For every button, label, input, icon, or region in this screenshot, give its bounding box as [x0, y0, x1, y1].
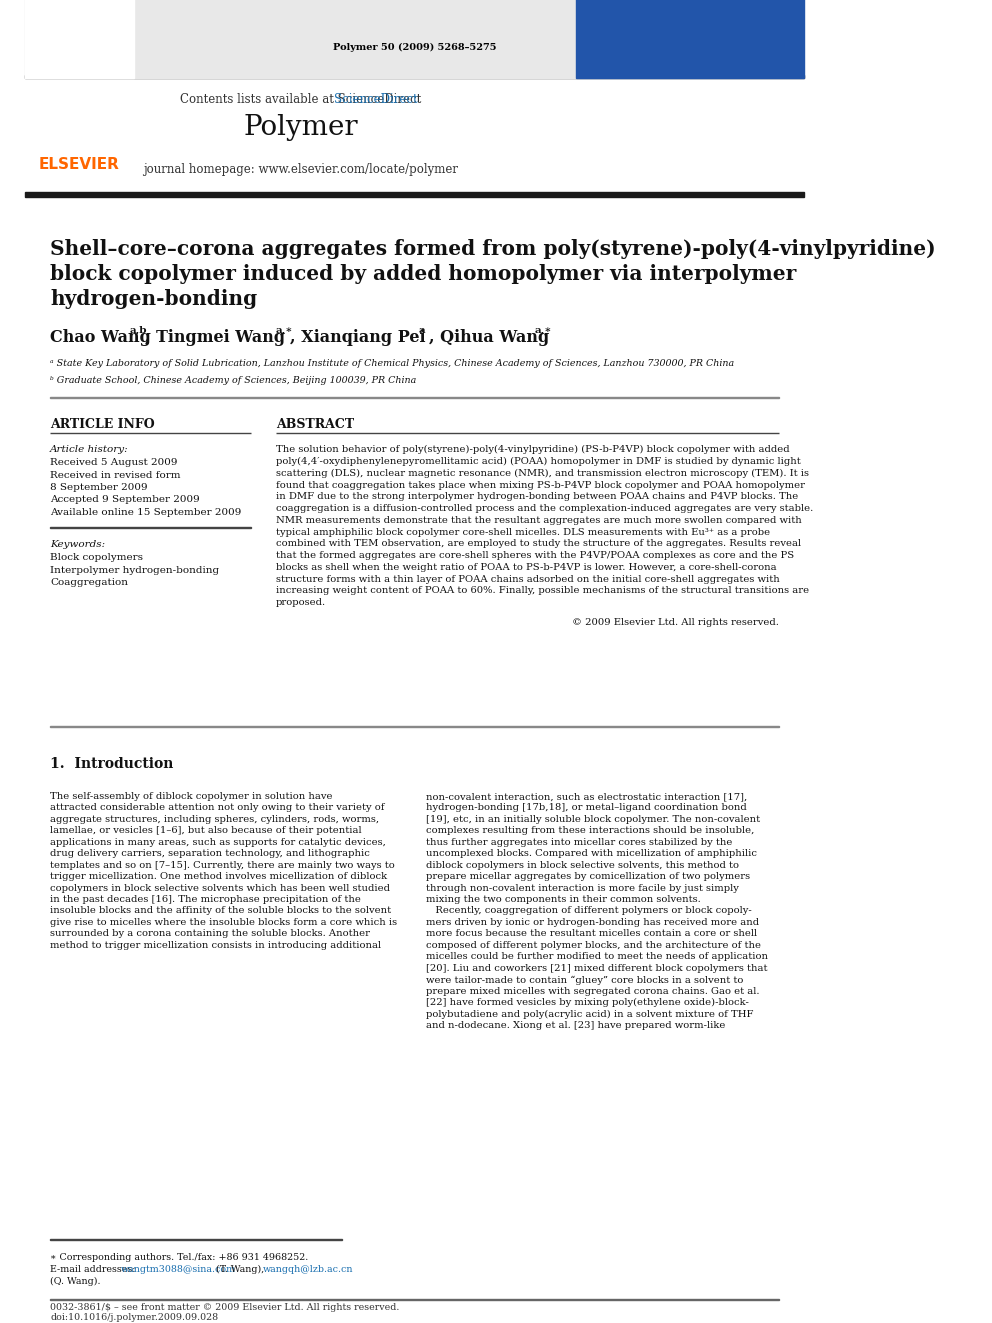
- Text: proposed.: proposed.: [276, 598, 325, 607]
- Bar: [25, 192, 804, 197]
- Text: micelles could be further modified to meet the needs of application: micelles could be further modified to me…: [426, 953, 768, 962]
- Text: ᵇ Graduate School, Chinese Academy of Sciences, Beijing 100039, PR China: ᵇ Graduate School, Chinese Academy of Sc…: [51, 376, 417, 385]
- Text: Block copolymers: Block copolymers: [51, 553, 143, 562]
- Text: a,∗: a,∗: [276, 325, 293, 335]
- Text: ABSTRACT: ABSTRACT: [276, 418, 354, 431]
- Text: combined with TEM observation, are employed to study the structure of the aggreg: combined with TEM observation, are emplo…: [276, 540, 801, 548]
- Text: structure forms with a thin layer of POAA chains adsorbed on the initial core-sh: structure forms with a thin layer of POA…: [276, 574, 780, 583]
- Text: templates and so on [7–15]. Currently, there are mainly two ways to: templates and so on [7–15]. Currently, t…: [51, 861, 395, 869]
- Text: Contents lists available at ScienceDirect: Contents lists available at ScienceDirec…: [181, 93, 422, 106]
- Text: © 2009 Elsevier Ltd. All rights reserved.: © 2009 Elsevier Ltd. All rights reserved…: [571, 618, 779, 627]
- Text: Recently, coaggregation of different polymers or block copoly-: Recently, coaggregation of different pol…: [426, 906, 752, 916]
- Text: in the past decades [16]. The microphase precipitation of the: in the past decades [16]. The microphase…: [51, 894, 361, 904]
- Text: through non-covalent interaction is more facile by just simply: through non-covalent interaction is more…: [426, 884, 739, 893]
- Text: in DMF due to the strong interpolymer hydrogen-bonding between POAA chains and P: in DMF due to the strong interpolymer hy…: [276, 492, 798, 501]
- Text: , Qihua Wang: , Qihua Wang: [430, 328, 550, 345]
- Text: aggregate structures, including spheres, cylinders, rods, worms,: aggregate structures, including spheres,…: [51, 815, 379, 824]
- Text: give rise to micelles where the insoluble blocks form a core which is: give rise to micelles where the insolubl…: [51, 918, 397, 927]
- Text: copolymers in block selective solvents which has been well studied: copolymers in block selective solvents w…: [51, 884, 390, 893]
- Text: (Q. Wang).: (Q. Wang).: [51, 1277, 100, 1286]
- Text: poly(4,4′-oxydiphenylenepyromellitamic acid) (POAA) homopolymer in DMF is studie: poly(4,4′-oxydiphenylenepyromellitamic a…: [276, 456, 801, 466]
- Text: insoluble blocks and the affinity of the soluble blocks to the solvent: insoluble blocks and the affinity of the…: [51, 906, 391, 916]
- Text: method to trigger micellization consists in introducing additional: method to trigger micellization consists…: [51, 941, 381, 950]
- Text: Received 5 August 2009: Received 5 August 2009: [51, 458, 178, 467]
- Text: mixing the two components in their common solvents.: mixing the two components in their commo…: [426, 894, 700, 904]
- Text: Coaggregation: Coaggregation: [51, 578, 128, 586]
- Text: trigger micellization. One method involves micellization of diblock: trigger micellization. One method involv…: [51, 872, 387, 881]
- Text: lamellae, or vesicles [1–6], but also because of their potential: lamellae, or vesicles [1–6], but also be…: [51, 827, 362, 835]
- Text: Chao Wang: Chao Wang: [51, 328, 151, 345]
- Text: hydrogen-bonding [17b,18], or metal–ligand coordination bond: hydrogen-bonding [17b,18], or metal–liga…: [426, 803, 747, 812]
- Text: increasing weight content of POAA to 60%. Finally, possible mechanisms of the st: increasing weight content of POAA to 60%…: [276, 586, 808, 595]
- Text: wangtm3088@sina.com: wangtm3088@sina.com: [121, 1265, 236, 1274]
- Text: (T. Wang),: (T. Wang),: [213, 1265, 267, 1274]
- Text: The self-assembly of diblock copolymer in solution have: The self-assembly of diblock copolymer i…: [51, 792, 332, 800]
- Text: composed of different polymer blocks, and the architecture of the: composed of different polymer blocks, an…: [426, 941, 761, 950]
- Text: , Tingmei Wang: , Tingmei Wang: [145, 328, 285, 345]
- Text: diblock copolymers in block selective solvents, this method to: diblock copolymers in block selective so…: [426, 861, 739, 869]
- Text: [19], etc, in an initially soluble block copolymer. The non-covalent: [19], etc, in an initially soluble block…: [426, 815, 760, 824]
- Bar: [25, 0, 576, 78]
- Text: non-covalent interaction, such as electrostatic interaction [17],: non-covalent interaction, such as electr…: [426, 792, 747, 800]
- Text: surrounded by a corona containing the soluble blocks. Another: surrounded by a corona containing the so…: [51, 929, 370, 938]
- Text: polybutadiene and poly(acrylic acid) in a solvent mixture of THF: polybutadiene and poly(acrylic acid) in …: [426, 1009, 754, 1019]
- Text: , Xianqiang Pei: , Xianqiang Pei: [290, 328, 426, 345]
- Text: doi:10.1016/j.polymer.2009.09.028: doi:10.1016/j.polymer.2009.09.028: [51, 1312, 218, 1322]
- Text: [20]. Liu and coworkers [21] mixed different block copolymers that: [20]. Liu and coworkers [21] mixed diffe…: [426, 963, 768, 972]
- Text: Article history:: Article history:: [51, 446, 129, 454]
- Text: a,∗: a,∗: [535, 325, 552, 335]
- Text: NMR measurements demonstrate that the resultant aggregates are much more swollen: NMR measurements demonstrate that the re…: [276, 516, 802, 525]
- Text: 8 September 2009: 8 September 2009: [51, 483, 148, 492]
- Text: polymer: polymer: [649, 90, 731, 108]
- Bar: [25, 74, 804, 78]
- Text: wangqh@lzb.ac.cn: wangqh@lzb.ac.cn: [263, 1265, 353, 1274]
- Bar: [576, 0, 804, 78]
- Text: hydrogen-bonding: hydrogen-bonding: [51, 288, 257, 308]
- Text: typical amphiphilic block copolymer core-shell micelles. DLS measurements with E: typical amphiphilic block copolymer core…: [276, 528, 770, 537]
- Text: prepare micellar aggregates by comicellization of two polymers: prepare micellar aggregates by comicelli…: [426, 872, 750, 881]
- Text: blocks as shell when the weight ratio of POAA to PS-b-P4VP is lower. However, a : blocks as shell when the weight ratio of…: [276, 562, 777, 572]
- Bar: [25, 0, 134, 78]
- Text: more focus because the resultant micelles contain a core or shell: more focus because the resultant micelle…: [426, 929, 757, 938]
- Text: were tailor-made to contain “gluey” core blocks in a solvent to: were tailor-made to contain “gluey” core…: [426, 975, 743, 984]
- Text: Shell–core–corona aggregates formed from poly(styrene)-poly(4-vinylpyridine): Shell–core–corona aggregates formed from…: [51, 239, 935, 259]
- Text: thus further aggregates into micellar cores stabilized by the: thus further aggregates into micellar co…: [426, 837, 732, 847]
- Text: The solution behavior of poly(styrene)-poly(4-vinylpyridine) (PS-b-P4VP) block c: The solution behavior of poly(styrene)-p…: [276, 446, 790, 454]
- Text: complexes resulting from these interactions should be insoluble,: complexes resulting from these interacti…: [426, 827, 754, 835]
- Text: uncomplexed blocks. Compared with micellization of amphiphilic: uncomplexed blocks. Compared with micell…: [426, 849, 757, 859]
- Text: Received in revised form: Received in revised form: [51, 471, 181, 480]
- Text: journal homepage: www.elsevier.com/locate/polymer: journal homepage: www.elsevier.com/locat…: [143, 163, 458, 176]
- Text: 0032-3861/$ – see front matter © 2009 Elsevier Ltd. All rights reserved.: 0032-3861/$ – see front matter © 2009 El…: [51, 1303, 400, 1312]
- Text: ScienceDirect: ScienceDirect: [184, 93, 418, 106]
- Text: attracted considerable attention not only owing to their variety of: attracted considerable attention not onl…: [51, 803, 385, 812]
- Text: ∗ Corresponding authors. Tel./fax: +86 931 4968252.: ∗ Corresponding authors. Tel./fax: +86 9…: [51, 1253, 309, 1262]
- Text: [22] have formed vesicles by mixing poly(ethylene oxide)-block-: [22] have formed vesicles by mixing poly…: [426, 998, 749, 1007]
- Text: ᵃ State Key Laboratory of Solid Lubrication, Lanzhou Institute of Chemical Physi: ᵃ State Key Laboratory of Solid Lubricat…: [51, 359, 734, 368]
- Text: found that coaggregation takes place when mixing PS-b-P4VP block copolymer and P: found that coaggregation takes place whe…: [276, 480, 805, 490]
- Text: Accepted 9 September 2009: Accepted 9 September 2009: [51, 495, 199, 504]
- Text: Keywords:: Keywords:: [51, 540, 105, 549]
- Text: coaggregation is a diffusion-controlled process and the complexation-induced agg: coaggregation is a diffusion-controlled …: [276, 504, 812, 513]
- Text: applications in many areas, such as supports for catalytic devices,: applications in many areas, such as supp…: [51, 837, 386, 847]
- Text: drug delivery carriers, separation technology, and lithographic: drug delivery carriers, separation techn…: [51, 849, 370, 859]
- Text: a: a: [419, 325, 426, 335]
- Text: and n-dodecane. Xiong et al. [23] have prepared worm-like: and n-dodecane. Xiong et al. [23] have p…: [426, 1021, 725, 1031]
- Text: Polymer 50 (2009) 5268–5275: Polymer 50 (2009) 5268–5275: [332, 44, 496, 53]
- Text: E-mail addresses:: E-mail addresses:: [51, 1265, 139, 1274]
- Text: Interpolymer hydrogen-bonding: Interpolymer hydrogen-bonding: [51, 566, 219, 574]
- Text: 1.  Introduction: 1. Introduction: [51, 757, 174, 771]
- Text: Polymer: Polymer: [243, 114, 358, 142]
- Text: scattering (DLS), nuclear magnetic resonance (NMR), and transmission electron mi: scattering (DLS), nuclear magnetic reson…: [276, 468, 808, 478]
- Text: block copolymer induced by added homopolymer via interpolymer: block copolymer induced by added homopol…: [51, 265, 797, 284]
- Text: ARTICLE INFO: ARTICLE INFO: [51, 418, 155, 431]
- Text: ELSEVIER: ELSEVIER: [39, 157, 120, 172]
- Text: a,b: a,b: [130, 325, 147, 335]
- Text: Available online 15 September 2009: Available online 15 September 2009: [51, 508, 241, 517]
- Text: prepare mixed micelles with segregated corona chains. Gao et al.: prepare mixed micelles with segregated c…: [426, 987, 760, 996]
- Text: mers driven by ionic or hydrogen-bonding has received more and: mers driven by ionic or hydrogen-bonding…: [426, 918, 759, 927]
- Text: that the formed aggregates are core-shell spheres with the P4VP/POAA complexes a: that the formed aggregates are core-shel…: [276, 552, 794, 560]
